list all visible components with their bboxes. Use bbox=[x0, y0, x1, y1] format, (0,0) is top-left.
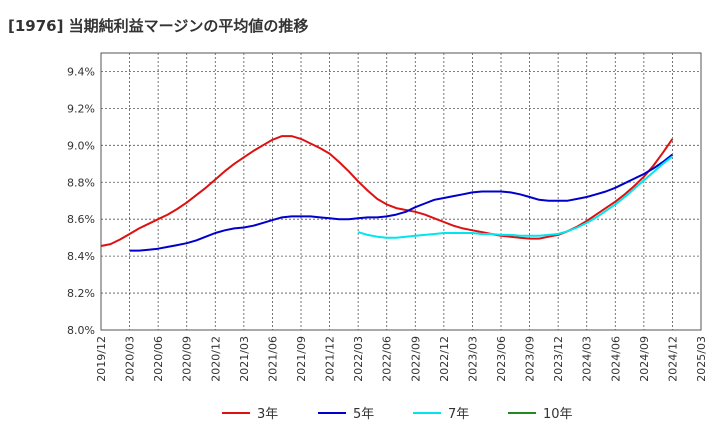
x-tick-label: 2023/09 bbox=[524, 336, 537, 382]
plot-frame bbox=[100, 52, 702, 331]
y-tick-label: 9.0% bbox=[67, 139, 95, 152]
x-tick-label: 2022/06 bbox=[381, 336, 394, 382]
x-axis: 2019/12 2020/03 2020/06 2020/09 2020/12 2021/… bbox=[95, 336, 708, 382]
y-axis: 8.0% 8.2% 8.4% 8.6% 8.8% 9.0% 9.2% 9.4% bbox=[67, 65, 95, 337]
legend-label-7年: 7年 bbox=[448, 407, 469, 422]
x-tick-label: 2022/03 bbox=[352, 336, 365, 382]
y-tick-label: 8.2% bbox=[67, 287, 95, 300]
y-tick-label: 8.6% bbox=[67, 213, 95, 226]
x-tick-label: 2023/12 bbox=[552, 336, 565, 382]
grid bbox=[101, 53, 701, 330]
legend: 3年 5年 7年 10年 bbox=[222, 407, 573, 422]
x-tick-label: 2024/09 bbox=[638, 336, 651, 382]
legend-label-10年: 10年 bbox=[543, 407, 573, 422]
x-tick-label: 2023/03 bbox=[466, 336, 479, 382]
x-tick-label: 2020/12 bbox=[209, 336, 222, 382]
series-line-7年 bbox=[357, 155, 674, 239]
x-tick-label: 2020/06 bbox=[152, 336, 165, 382]
chart-title: [1976] 当期純利益マージンの平均値の推移 bbox=[8, 17, 308, 35]
y-tick-label: 8.0% bbox=[67, 324, 95, 337]
x-tick-label: 2024/12 bbox=[666, 336, 679, 382]
legend-label-5年: 5年 bbox=[353, 407, 374, 422]
x-tick-label: 2022/09 bbox=[409, 336, 422, 382]
y-tick-label: 8.8% bbox=[67, 176, 95, 189]
y-tick-label: 8.4% bbox=[67, 250, 95, 263]
series-line-5年 bbox=[129, 153, 674, 252]
x-tick-label: 2022/12 bbox=[438, 336, 451, 382]
x-tick-label: 2020/09 bbox=[181, 336, 194, 382]
x-tick-label: 2021/09 bbox=[295, 336, 308, 382]
x-tick-label: 2021/03 bbox=[238, 336, 251, 382]
legend-label-3年: 3年 bbox=[257, 407, 278, 422]
x-tick-label: 2024/06 bbox=[609, 336, 622, 382]
x-tick-label: 2021/06 bbox=[266, 336, 279, 382]
x-tick-label: 2024/03 bbox=[581, 336, 594, 382]
x-tick-label: 2019/12 bbox=[95, 336, 108, 382]
x-tick-label: 2023/06 bbox=[495, 336, 508, 382]
y-tick-label: 9.4% bbox=[67, 65, 95, 78]
series-layer bbox=[100, 135, 674, 252]
y-tick-label: 9.2% bbox=[67, 102, 95, 115]
x-tick-label: 2021/12 bbox=[324, 336, 337, 382]
x-tick-label: 2020/03 bbox=[124, 336, 137, 382]
x-tick-label: 2025/03 bbox=[695, 336, 708, 382]
